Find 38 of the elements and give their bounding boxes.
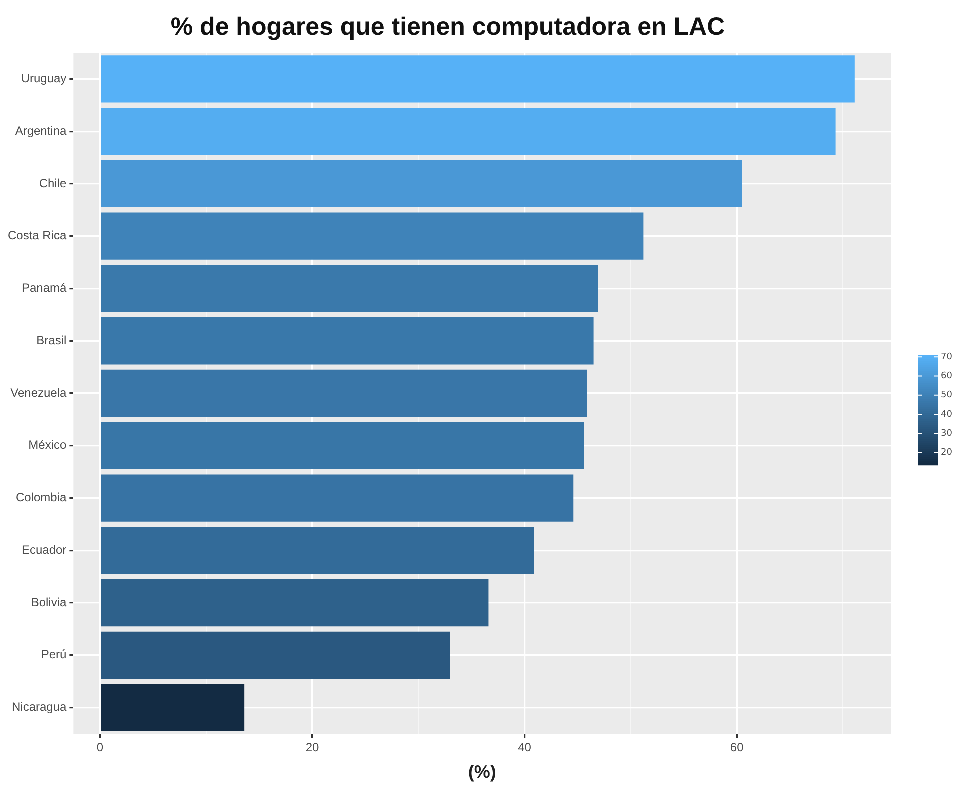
chart-title: % de hogares que tienen computadora en LAC: [170, 12, 726, 41]
x-tick-label: 0: [96, 740, 104, 755]
x-axis-title: (%): [468, 762, 496, 782]
color-bar-label: 40: [941, 410, 953, 420]
bar: [101, 108, 836, 156]
y-tick-label: Brasil: [36, 333, 67, 348]
bar: [101, 632, 450, 679]
bar: [101, 474, 574, 522]
bar: [101, 684, 245, 732]
bar: [101, 370, 588, 418]
bar: [101, 527, 534, 574]
bar: [101, 265, 598, 312]
y-tick-label: Chile: [39, 176, 67, 190]
y-tick-label: Uruguay: [21, 72, 67, 86]
y-tick-label: Bolivia: [31, 595, 68, 610]
x-tick-label: 40: [518, 740, 532, 755]
x-tick-label: 20: [306, 740, 320, 755]
color-bar-label: 50: [941, 390, 953, 401]
y-tick-label: Argentina: [15, 124, 68, 138]
y-tick-label: Nicaragua: [12, 700, 68, 714]
y-tick-label: Perú: [41, 648, 67, 662]
y-tick-label: Colombia: [16, 490, 67, 505]
y-tick-label: México: [28, 438, 68, 452]
bar: [101, 212, 644, 260]
y-tick-label: Panamá: [22, 281, 68, 296]
bar: [101, 160, 742, 208]
bar: [101, 318, 594, 365]
y-tick-label: Costa Rica: [8, 228, 68, 243]
bar: [101, 56, 855, 103]
bar: [101, 422, 584, 470]
y-tick-label: Ecuador: [22, 542, 67, 557]
y-tick-label: Venezuela: [10, 386, 67, 400]
color-bar-label: 60: [941, 372, 953, 382]
color-bar-label: 70: [941, 352, 953, 362]
bar: [101, 579, 489, 627]
color-bar-label: 20: [941, 448, 953, 458]
color-bar-label: 30: [941, 428, 953, 439]
x-tick-label: 60: [730, 740, 744, 755]
